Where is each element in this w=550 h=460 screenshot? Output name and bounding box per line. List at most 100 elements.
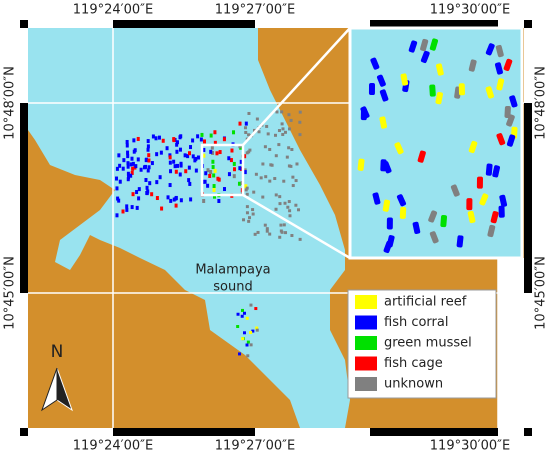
water [28,28,258,140]
site-marker [166,195,170,200]
site-marker [175,140,179,145]
site-marker [135,205,139,210]
site-marker [242,218,246,222]
site-marker [211,150,215,155]
site-marker [126,164,130,169]
site-marker [238,166,242,171]
site-marker [428,210,438,223]
site-marker [169,198,173,203]
site-marker [227,172,231,177]
site-marker [261,195,265,199]
site-marker [116,196,120,201]
site-marker [174,195,178,200]
border-segment [20,293,28,428]
site-marker [227,156,231,161]
site-marker [456,235,464,248]
site-marker [196,155,200,160]
site-marker [165,146,169,151]
site-marker [280,122,284,126]
site-marker [268,232,272,236]
site-marker [230,148,234,153]
site-marker [399,206,407,219]
border-segment [524,28,532,103]
site-marker [248,148,252,152]
site-marker [172,137,176,142]
site-marker [210,145,214,150]
site-marker [412,221,421,234]
site-marker [281,132,285,136]
border-segment [524,293,532,428]
site-marker [273,133,277,137]
site-marker [251,208,255,212]
site-marker [200,132,204,137]
site-marker [130,156,134,161]
coord-label: 119°30′00″E [430,3,510,18]
site-marker [503,58,513,71]
site-marker [382,161,392,174]
legend-label: green mussel [384,336,472,351]
site-marker [509,95,518,108]
site-marker [274,193,278,197]
site-marker [117,153,121,158]
site-marker [243,154,247,159]
site-marker [137,196,141,201]
site-marker [298,237,302,241]
site-marker [179,163,183,168]
site-marker [266,132,270,136]
site-marker [131,166,135,171]
site-marker [245,192,249,196]
site-marker [244,121,248,126]
zoom-box [200,143,245,197]
site-marker [229,158,233,163]
site-marker [487,224,496,238]
coord-label: 119°27′00″E [215,439,295,454]
site-marker [216,176,220,181]
site-marker [155,180,159,185]
site-marker [179,198,183,203]
site-marker [506,114,515,127]
site-marker [187,178,191,183]
site-marker [236,312,240,316]
site-marker [286,205,290,209]
site-marker [186,154,190,159]
site-marker [115,213,119,218]
site-marker [203,179,207,184]
site-marker [281,127,285,131]
site-marker [218,150,222,155]
site-marker [213,194,217,199]
site-marker [239,159,243,164]
site-marker [125,143,129,148]
zoom-connector [242,193,351,260]
site-marker [247,133,251,137]
site-marker [496,78,505,91]
site-marker [285,155,289,159]
site-marker [386,217,393,230]
site-marker [147,153,151,158]
site-marker [495,44,504,58]
site-marker [278,202,282,206]
site-marker [154,136,158,141]
site-marker [287,146,291,150]
site-marker [245,316,249,320]
site-marker [188,181,192,186]
site-marker [202,153,206,158]
site-marker [209,133,213,138]
site-marker [146,168,150,173]
legend-label: fish corral [384,315,448,330]
site-marker [117,198,121,203]
site-marker [199,137,203,142]
site-marker [150,161,154,166]
site-marker [209,170,213,175]
coord-label: 10°48′00″N [3,66,18,140]
site-marker [379,116,387,129]
site-marker [144,164,148,169]
site-marker [204,171,208,176]
site-marker [127,175,131,180]
site-marker [496,133,506,146]
site-marker [265,229,269,233]
site-marker [211,159,215,164]
site-marker [251,329,255,333]
site-marker [295,162,299,166]
site-marker [370,57,380,70]
